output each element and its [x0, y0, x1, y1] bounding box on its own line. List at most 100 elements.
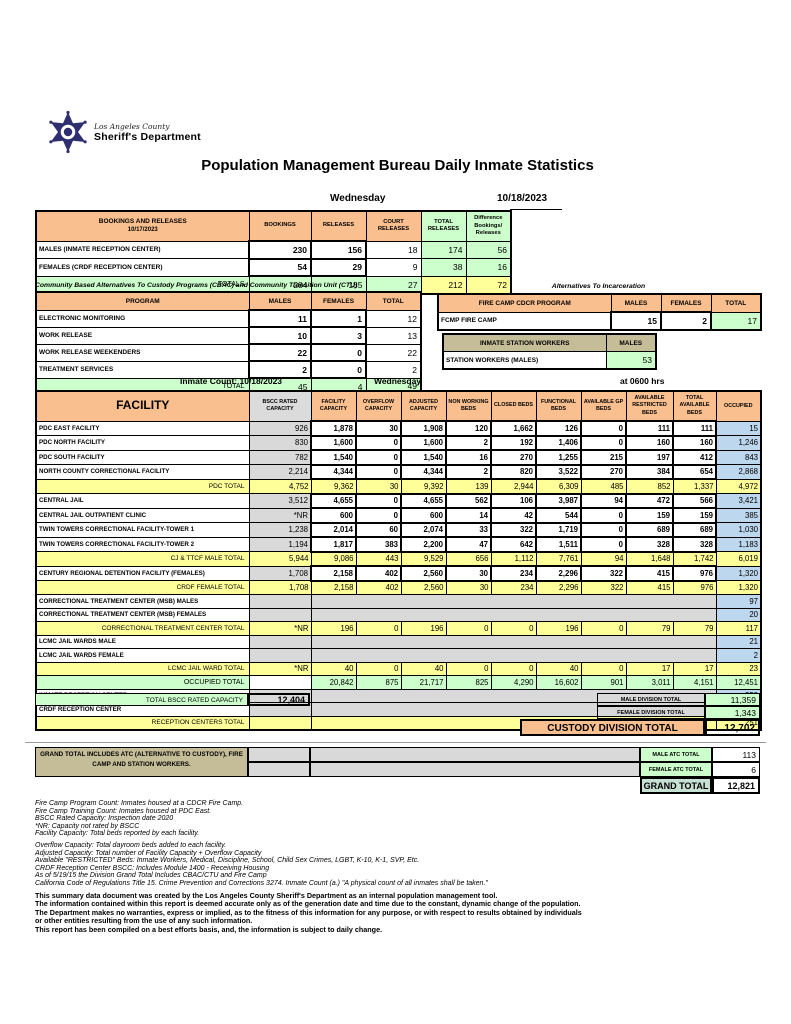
cell-value: 38	[420, 258, 467, 277]
cell-value: 0	[355, 449, 402, 466]
table-row: WORK RELEASE WEEKENDERS 22 0 22	[35, 343, 422, 362]
bookings-table: BOOKINGS AND RELEASES 10/17/2023 BOOKING…	[35, 210, 512, 295]
cell-value: 2,014	[310, 521, 357, 538]
cell-value: 0	[490, 621, 537, 636]
cell-value: 0	[445, 661, 492, 676]
occupied-cell: 117	[715, 621, 762, 636]
cell-value: 17	[625, 661, 674, 676]
table-row: CENTRAL JAIL 3,512 4,655 0 4,655 562 106 3,987 9…	[35, 492, 762, 509]
footnote-line: Facility Capacity: Total beds reported b…	[35, 830, 200, 838]
cell-value: 4,344	[310, 463, 357, 480]
facility-label: CORRECTIONAL TREATMENT CENTER (MSB) MALE…	[35, 594, 250, 609]
cell-value: 0	[580, 661, 627, 676]
spacer	[35, 719, 520, 736]
empty-cell	[248, 747, 310, 762]
female-division-value: 1,343	[705, 706, 760, 719]
footnote-line: California Code of Regulations Title 15.…	[35, 879, 488, 887]
cell-value: 212	[420, 275, 467, 294]
cell-value: 15	[610, 311, 662, 331]
cell-value: 600	[310, 507, 357, 524]
date-label: 10/18/2023	[497, 193, 548, 204]
occupied-cell: 21	[715, 634, 762, 649]
cell-value: 60	[355, 521, 402, 538]
table-row: CENTRAL JAIL OUTPATIENT CLINIC *NR 600 0 600…	[35, 507, 762, 524]
cell-value: 18	[365, 240, 422, 259]
cell-value: 30	[445, 565, 492, 582]
disclaimer-line: This summary data document was created b…	[35, 891, 498, 900]
facility-label: CENTRAL JAIL	[35, 493, 250, 509]
bookings-header-row: BOOKINGS AND RELEASES 10/17/2023 BOOKING…	[35, 210, 512, 242]
cell-value: 1,600	[400, 434, 447, 451]
empty-cell	[248, 762, 310, 777]
cell-value: 30	[355, 420, 402, 437]
footnote-line: Available "RESTRICTED" Beds: Inmate Work…	[35, 857, 420, 865]
logo-text: Los Angeles County Sheriff's Department	[94, 122, 201, 143]
cell-value: 0	[355, 492, 402, 509]
column-header: AVAILABLE RESTRICTED BEDS	[625, 390, 674, 422]
grand-total-note: GRAND TOTAL INCLUDES ATC (ALTERNATIVE TO…	[35, 747, 248, 777]
cell-value: 1,540	[400, 449, 447, 466]
facility-label: CENTRAL JAIL OUTPATIENT CLINIC	[35, 507, 250, 523]
spacer	[35, 706, 597, 719]
bscc-cell: 1,238	[248, 522, 312, 538]
logo-county: Los Angeles County	[94, 121, 170, 131]
cell-value: 384	[625, 463, 674, 480]
facility-label: PDC SOUTH FACILITY	[35, 449, 250, 465]
occupied-cell: 1,246	[715, 435, 762, 451]
cell-value: 328	[672, 536, 717, 553]
occupied-cell: 6,019	[715, 551, 762, 567]
cell-value: 29	[310, 257, 367, 277]
table-row: ELECTRONIC MONITORING 11 1 12	[35, 309, 422, 328]
cell-value: 2,296	[535, 580, 582, 595]
cell-value: 2,560	[400, 565, 447, 582]
cell-value: 0	[580, 536, 627, 553]
cell-value: 3,522	[535, 463, 582, 480]
table-row: PDC TOTAL 4,752 9,362 30 9,392 139 2,944 6,309 4…	[35, 478, 762, 494]
female-division-row: FEMALE DIVISION TOTAL 1,343	[35, 706, 760, 719]
cell-value: 412	[672, 449, 717, 466]
cell-value: 16,602	[535, 675, 582, 690]
facility-label: CENTURY REGIONAL DETENTION FACILITY (FEM…	[35, 565, 250, 581]
cell-value: 1,112	[490, 551, 537, 567]
cell-value: 13	[365, 326, 422, 345]
bscc-cell	[248, 594, 312, 609]
empty-cell	[310, 747, 640, 762]
cell-value: 1,406	[535, 434, 582, 451]
facility-label: PDC NORTH FACILITY	[35, 435, 250, 451]
column-header: FUNCTIONAL BEDS	[535, 390, 582, 422]
disclaimer-line: The Department makes no warranties, expr…	[35, 907, 582, 917]
cell-value: 0	[580, 420, 627, 437]
facility-header-row: FACILITY BSCC RATED CAPACITY FACILITY CA…	[35, 390, 762, 422]
total-bscc-label: TOTAL BSCC RATED CAPACITY	[35, 693, 248, 706]
cell-value: 1,662	[490, 420, 537, 437]
cell-value: 42	[490, 507, 537, 524]
cell-value: 415	[625, 565, 674, 582]
cell-value: 566	[672, 492, 717, 509]
grand-total-label: GRAND TOTAL	[640, 777, 712, 794]
occupied-cell: 15	[715, 420, 762, 436]
cell-value: 192	[490, 434, 537, 451]
table-row: TREATMENT SERVICES 2 0 2	[35, 360, 422, 379]
cell-value: 2,074	[400, 521, 447, 538]
male-atc-label: MALE ATC TOTAL	[640, 747, 712, 762]
bscc-cell: 3,512	[248, 493, 312, 509]
facility-label: PDC TOTAL	[35, 478, 250, 494]
facility-label: OCCUPIED TOTAL	[35, 675, 250, 690]
cell-value: 53	[605, 351, 657, 370]
facility-label: PDC EAST FACILITY	[35, 420, 250, 436]
cbac-title: Community Based Alternatives To Custody …	[35, 282, 358, 289]
facility-label: TWIN TOWERS CORRECTIONAL FACILITY-TOWER …	[35, 522, 250, 538]
cell-value: 94	[580, 551, 627, 567]
cell-value: 156	[310, 240, 367, 260]
cell-value: 689	[625, 521, 674, 538]
cell-value: 4,655	[310, 492, 357, 509]
row-label: MALES (INMATE RECEPTION CENTER)	[35, 240, 250, 259]
table-row: LCMC JAIL WARD TOTAL *NR 40 0 40 0 0 40 0 17 17 23	[35, 661, 762, 676]
weekday-label: Wednesday	[330, 193, 386, 204]
cell-value: 562	[445, 492, 492, 509]
facility-label: TWIN TOWERS CORRECTIONAL FACILITY-TOWER …	[35, 536, 250, 552]
cell-value: 1,600	[310, 434, 357, 451]
cell-value: 0	[355, 434, 402, 451]
cell-value: 825	[445, 675, 492, 690]
cell-value: 2,560	[400, 580, 447, 595]
